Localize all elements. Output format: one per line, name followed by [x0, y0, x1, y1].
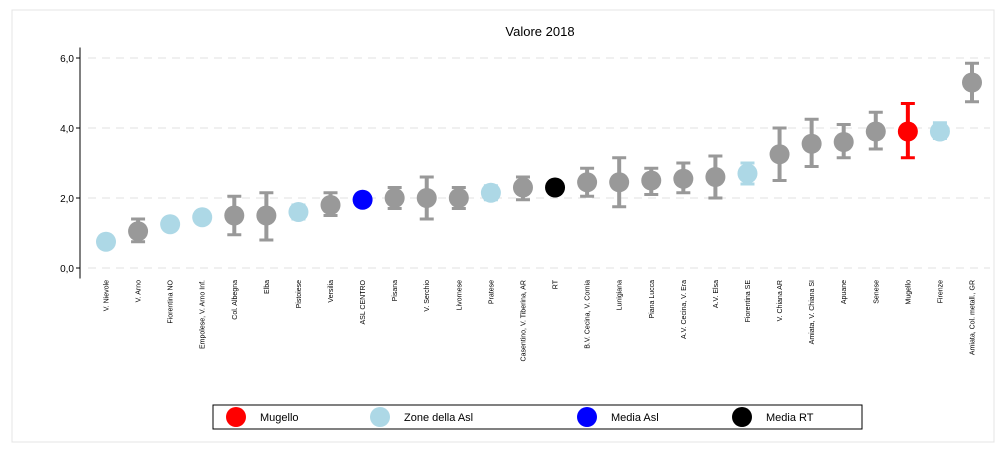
y-tick-label: 2,0 — [60, 194, 74, 205]
point — [224, 205, 245, 226]
x-tick-label: A.V. Elsa — [713, 280, 720, 308]
x-tick-label: V. Chiana AR — [777, 280, 784, 321]
chart-frame — [11, 9, 995, 443]
legend-marker — [577, 407, 597, 427]
x-tick-label: Amiata, Col. metall., GR — [970, 280, 977, 355]
x-tick-label: Pistoiese — [296, 280, 303, 309]
point — [833, 132, 854, 152]
legend-label: Zone della Asl — [404, 412, 473, 424]
chart-title: Valore 2018 — [505, 24, 574, 39]
x-tick-label: ASL CENTRO — [360, 279, 367, 324]
point — [962, 72, 982, 93]
x-tick-label: Piana Lucca — [649, 280, 656, 319]
legend-label: Media RT — [766, 412, 814, 424]
point — [897, 121, 918, 142]
y-tick-label: 0,0 — [60, 264, 74, 275]
x-tick-label: Versilia — [328, 280, 335, 303]
legend-marker — [732, 407, 752, 427]
point — [865, 121, 886, 142]
point — [160, 214, 181, 235]
point — [641, 170, 662, 191]
x-tick-label: Firenze — [937, 280, 944, 303]
legend-label: Media Asl — [611, 412, 659, 424]
x-tick-label: Col. Albegna — [232, 280, 239, 320]
point — [128, 221, 149, 242]
point — [577, 172, 598, 193]
x-tick-label: Lunigiana — [617, 280, 624, 310]
point — [96, 231, 116, 252]
x-tick-label: Elba — [264, 280, 271, 294]
y-tick-label: 4,0 — [60, 124, 74, 135]
point — [416, 188, 437, 208]
legend-marker — [370, 407, 390, 427]
x-tick-label: Senese — [873, 280, 880, 304]
legend-marker — [226, 407, 246, 427]
legend-label: Mugello — [260, 412, 299, 424]
x-tick-label: Empolese, V. Arno Inf. — [200, 280, 207, 349]
point — [545, 177, 566, 198]
x-tick-label: V. Nievole — [104, 280, 111, 311]
point — [448, 188, 469, 208]
point — [609, 172, 630, 193]
x-tick-label: V. Arno — [136, 280, 143, 302]
point — [256, 205, 277, 226]
point — [737, 163, 758, 184]
x-tick-label: RT — [553, 279, 560, 289]
point — [384, 188, 405, 208]
x-tick-label: Livornese — [456, 280, 463, 310]
point — [769, 144, 790, 165]
x-tick-label: V. Serchio — [424, 280, 431, 312]
x-tick-label: A.V. Cecina, V. Era — [681, 280, 688, 339]
point — [192, 207, 213, 228]
x-tick-label: Pisana — [392, 280, 399, 302]
y-tick-label: 6,0 — [60, 54, 74, 65]
point — [352, 189, 373, 210]
point — [705, 167, 726, 187]
point — [288, 202, 309, 222]
x-tick-label: B.V. Cecina, V. Cornia — [585, 280, 592, 349]
x-tick-label: Amiata, V. Chiana SI — [809, 280, 816, 344]
x-tick-label: Mugello — [905, 280, 912, 305]
point — [801, 133, 822, 154]
point — [512, 177, 533, 198]
x-tick-label: Fiorentina SE — [745, 280, 752, 323]
x-tick-label: Pratese — [488, 280, 495, 304]
legend-box — [212, 404, 863, 430]
point — [673, 168, 694, 189]
x-tick-label: Apuane — [841, 280, 848, 304]
x-tick-label: Fiorentina NO — [168, 279, 175, 323]
point — [929, 121, 950, 142]
x-tick-label: Casentino, V. Tiberina, AR — [520, 280, 527, 361]
point — [480, 182, 501, 203]
point — [320, 195, 341, 215]
